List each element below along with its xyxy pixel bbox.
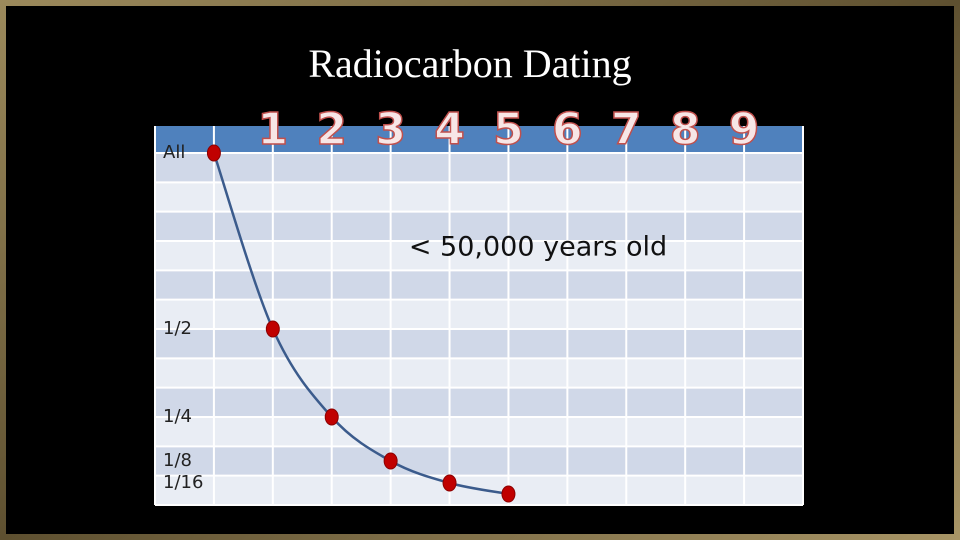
annotation: < 50,000 years old [409,232,667,263]
x-tick-label: 6 [552,104,583,155]
y-tick-label: 1/2 [163,318,192,339]
y-tick-label: 1/8 [163,450,192,471]
x-tick-label: 7 [611,104,642,155]
table-row [155,417,803,447]
data-point [324,408,339,426]
table-row [155,299,803,329]
y-tick-label: 1/16 [163,472,203,493]
table-row [155,182,803,212]
table-row [155,153,803,183]
table-row [155,241,803,271]
data-point [442,474,457,492]
data-point [383,452,398,470]
table-row [155,211,803,241]
header-row [155,126,803,153]
x-tick-label: 3 [375,104,406,155]
table-row [155,329,803,359]
x-tick-label: 9 [729,104,760,155]
x-tick-label: 8 [670,104,701,155]
table-row [155,270,803,300]
table-row [155,446,803,476]
grid-table [154,126,804,506]
x-tick-label: 5 [493,104,524,155]
table-row [155,358,803,388]
x-tick-label: 2 [316,104,347,155]
y-tick-label: All [163,142,185,163]
chart-title: Radiocarbon Dating [308,41,631,86]
data-point [501,485,516,503]
x-tick-label: 4 [434,104,465,155]
data-point [265,320,280,338]
y-tick-label: 1/4 [163,406,192,427]
data-point [206,144,221,162]
x-tick-label: 1 [258,104,289,155]
table-row [155,387,803,417]
